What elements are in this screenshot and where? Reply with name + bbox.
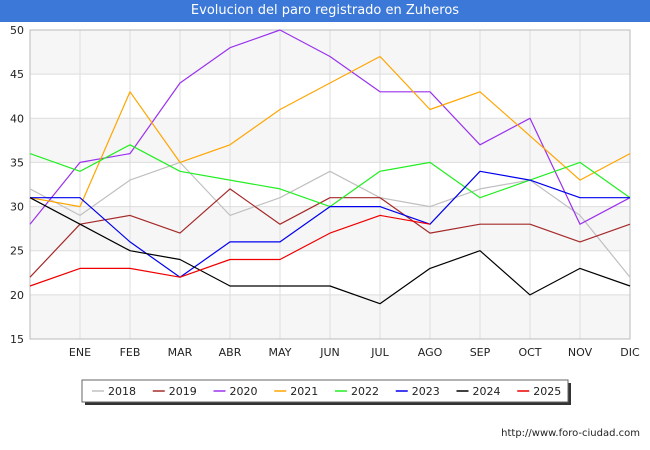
legend-label-2022: 2022 xyxy=(351,385,379,398)
x-tick-label: OCT xyxy=(518,346,541,359)
series-line-2025 xyxy=(29,214,431,287)
x-tick-label: MAR xyxy=(168,346,193,359)
x-tick-label: JUN xyxy=(319,346,340,359)
y-tick-label: 25 xyxy=(10,245,24,258)
y-tick-label: 50 xyxy=(10,24,24,37)
plot-area xyxy=(29,29,631,340)
y-tick-label: 45 xyxy=(10,68,24,81)
source-credit: http://www.foro-ciudad.com xyxy=(501,428,640,439)
x-tick-label: FEB xyxy=(120,346,141,359)
series-line-2023 xyxy=(30,170,630,278)
series-line-2024 xyxy=(29,197,631,305)
legend-label-2020: 2020 xyxy=(230,385,258,398)
y-tick-label: 20 xyxy=(10,289,24,302)
x-tick-label: ABR xyxy=(219,346,242,359)
y-tick-label: 15 xyxy=(10,333,24,346)
x-tick-label: DIC xyxy=(620,346,640,359)
x-tick-label: MAY xyxy=(269,346,292,359)
x-tick-label: AGO xyxy=(418,346,443,359)
y-tick-label: 30 xyxy=(10,201,24,214)
chart-title: Evolucion del paro registrado en Zuheros xyxy=(0,0,650,22)
legend xyxy=(81,379,569,403)
y-tick-label: 35 xyxy=(10,156,24,169)
legend-label-2021: 2021 xyxy=(290,385,318,398)
x-tick-label: JUL xyxy=(370,346,389,359)
y-tick-label: 40 xyxy=(10,112,24,125)
series-line-2021 xyxy=(29,55,631,208)
legend-label-2023: 2023 xyxy=(412,385,440,398)
series-line-2019 xyxy=(29,188,631,278)
legend-label-2018: 2018 xyxy=(108,385,136,398)
series-line-2020 xyxy=(29,29,631,225)
legend-label-2025: 2025 xyxy=(533,385,561,398)
x-tick-label: NOV xyxy=(568,346,593,359)
x-tick-label: ENE xyxy=(69,346,91,359)
legend-label-2024: 2024 xyxy=(473,385,501,398)
x-tick-label: SEP xyxy=(470,346,491,359)
legend-label-2019: 2019 xyxy=(169,385,197,398)
